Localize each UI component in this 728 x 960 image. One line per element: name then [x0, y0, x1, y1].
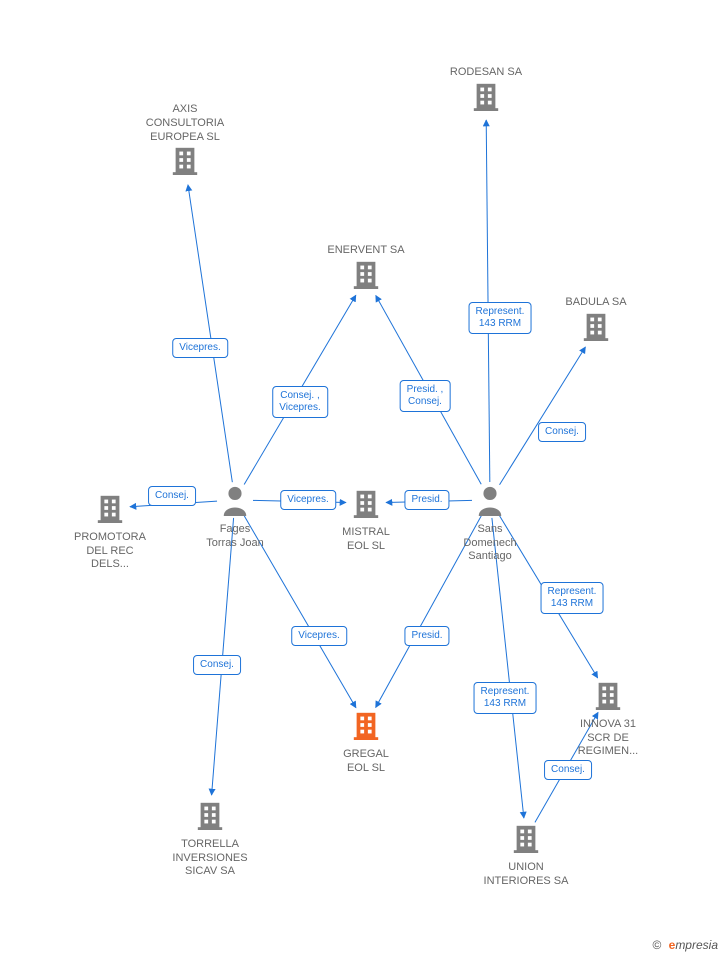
edge-label-sans-union: Represent.143 RRM — [474, 682, 537, 714]
edge-label-sans-gregal: Presid. — [404, 626, 449, 646]
copyright-symbol: © — [652, 938, 661, 952]
building-icon — [311, 709, 421, 746]
edge-label-fages-enervent: Consej. ,Vicepres. — [272, 386, 328, 418]
building-icon — [471, 822, 581, 859]
node-axis[interactable]: AXISCONSULTORIAEUROPEA SL — [130, 103, 240, 183]
edge-label-fages-gregal: Vicepres. — [291, 626, 347, 646]
node-label: SansDomenechSantiago — [435, 523, 545, 564]
edge-label-sans-mistral: Presid. — [404, 490, 449, 510]
brand-rest: mpresia — [675, 938, 718, 952]
edge-label-union-innova: Consej. — [544, 760, 592, 780]
edge-label-sans-enervent: Presid. ,Consej. — [400, 380, 451, 412]
edge-label-sans-rodesan: Represent.143 RRM — [469, 302, 532, 334]
node-union[interactable]: UNIONINTERIORES SA — [471, 822, 581, 888]
building-icon — [130, 144, 240, 181]
edge-fages-axis — [188, 185, 232, 482]
edge-label-fages-promotora: Consej. — [148, 486, 196, 506]
node-label: FagesTorras Joan — [180, 523, 290, 551]
node-label: AXISCONSULTORIAEUROPEA SL — [130, 103, 240, 144]
node-label: ENERVENT SA — [311, 244, 421, 258]
building-icon — [541, 310, 651, 347]
node-label: UNIONINTERIORES SA — [471, 861, 581, 889]
edge-label-sans-badula: Consej. — [538, 422, 586, 442]
building-icon — [311, 258, 421, 295]
node-label: BADULA SA — [541, 296, 651, 310]
edge-label-fages-axis: Vicepres. — [172, 338, 228, 358]
node-sans[interactable]: SansDomenechSantiago — [435, 484, 545, 564]
node-label: GREGALEOL SL — [311, 748, 421, 776]
node-rodesan[interactable]: RODESAN SA — [431, 66, 541, 119]
edge-label-fages-mistral: Vicepres. — [280, 490, 336, 510]
node-label: RODESAN SA — [431, 66, 541, 80]
person-icon — [435, 484, 545, 521]
node-label: PROMOTORADEL RECDELS... — [55, 531, 165, 572]
node-innova[interactable]: INNOVA 31SCR DEREGIMEN... — [553, 679, 663, 759]
building-icon — [431, 80, 541, 117]
node-fages[interactable]: FagesTorras Joan — [180, 484, 290, 550]
edge-sans-badula — [500, 347, 586, 485]
node-torrella[interactable]: TORRELLAINVERSIONESSICAV SA — [155, 799, 265, 879]
edge-label-sans-innova: Represent.143 RRM — [541, 582, 604, 614]
person-icon — [180, 484, 290, 521]
node-label: TORRELLAINVERSIONESSICAV SA — [155, 838, 265, 879]
credit-line: © empresia — [652, 938, 718, 952]
node-gregal[interactable]: GREGALEOL SL — [311, 709, 421, 775]
node-label: INNOVA 31SCR DEREGIMEN... — [553, 718, 663, 759]
edge-sans-rodesan — [486, 120, 490, 482]
building-icon — [155, 799, 265, 836]
node-enervent[interactable]: ENERVENT SA — [311, 244, 421, 297]
diagram-canvas — [0, 0, 728, 960]
building-icon — [553, 679, 663, 716]
node-badula[interactable]: BADULA SA — [541, 296, 651, 349]
node-label: MISTRALEOL SL — [311, 526, 421, 554]
edge-label-fages-torrella: Consej. — [193, 655, 241, 675]
